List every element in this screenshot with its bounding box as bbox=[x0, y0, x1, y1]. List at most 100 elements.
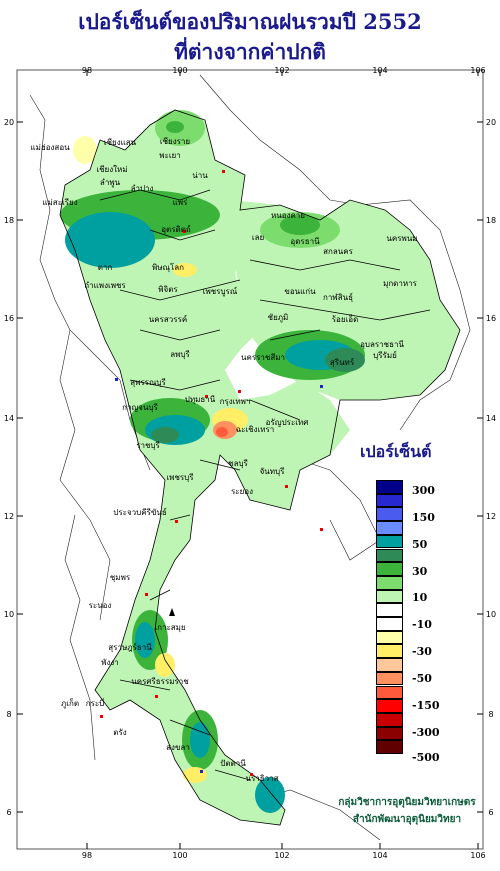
legend-swatch bbox=[376, 630, 403, 645]
thailand-boundaries bbox=[59, 109, 461, 826]
x-tick-label-top: 98 bbox=[82, 66, 92, 75]
y-tick-label-right: 18 bbox=[486, 216, 496, 225]
place-label: น่าน bbox=[192, 171, 208, 180]
x-tick-label-bottom: 104 bbox=[372, 851, 387, 860]
place-label: แพร่ bbox=[173, 198, 188, 207]
legend-swatch bbox=[376, 726, 403, 741]
place-label: ราชบุรี bbox=[136, 441, 160, 450]
place-label: เชียงแสน bbox=[104, 138, 137, 147]
place-label: นราธิวาส bbox=[245, 774, 278, 783]
rainfall-anomaly-areas bbox=[60, 110, 460, 825]
credit-line-2: สำนักพัฒนาอุตุนิยมวิทยา bbox=[352, 814, 462, 825]
y-tick-label-left: 6 bbox=[6, 808, 11, 817]
legend-swatch bbox=[376, 699, 403, 713]
place-label: หนองคาย bbox=[271, 211, 305, 220]
legend-label: -150 bbox=[412, 699, 440, 712]
place-label: ชุมพร bbox=[110, 573, 131, 582]
legend-swatch bbox=[376, 493, 403, 508]
legend-swatch bbox=[376, 562, 403, 576]
x-tick-label-top: 100 bbox=[172, 66, 187, 75]
map-title: เปอร์เซ็นต์ของปริมาณฝนรวมปี 2552 bbox=[78, 9, 422, 34]
place-label: เพชรบุรี bbox=[166, 473, 194, 482]
legend-label: 50 bbox=[412, 538, 428, 551]
place-label: ระนอง bbox=[89, 601, 112, 610]
place-label: ลำพูน bbox=[100, 178, 121, 188]
place-label: ระยอง bbox=[231, 487, 253, 496]
legend-swatch bbox=[376, 740, 403, 754]
place-label: ภูเก็ต bbox=[61, 698, 79, 709]
place-label: ชลบุรี bbox=[228, 459, 248, 468]
place-label: สงขลา bbox=[166, 743, 190, 752]
y-tick-label-left: 8 bbox=[6, 710, 11, 719]
y-tick-label-left: 16 bbox=[4, 314, 14, 323]
legend-swatch bbox=[376, 480, 403, 494]
x-tick-label-top: 104 bbox=[372, 66, 387, 75]
place-label: กำแพงเพชร bbox=[84, 281, 126, 290]
y-tick-label-left: 18 bbox=[4, 216, 14, 225]
map-subtitle: ที่ต่างจากค่าปกติ bbox=[174, 39, 326, 64]
legend-title: เปอร์เซ็นต์ bbox=[360, 442, 432, 461]
place-label: เลย bbox=[252, 233, 264, 242]
place-label: ขอนแก่น bbox=[284, 287, 316, 296]
country-outlines bbox=[29, 74, 471, 841]
place-label: พิจิตร bbox=[158, 285, 178, 294]
legend-label: -500 bbox=[412, 751, 440, 764]
y-tick-label-left: 14 bbox=[4, 414, 14, 423]
place-label: อุดรธานี bbox=[290, 237, 320, 246]
place-label: บุรีรัมย์ bbox=[373, 350, 397, 360]
place-label: ร้อยเอ็ด bbox=[332, 314, 359, 324]
legend-swatch bbox=[376, 589, 403, 604]
place-label: ปัตตานี bbox=[220, 759, 246, 768]
y-tick-label-right: 6 bbox=[488, 808, 493, 817]
place-label: สุพรรณบุรี bbox=[130, 378, 166, 387]
legend-swatch bbox=[376, 685, 403, 700]
place-label: อุตรดิตถ์ bbox=[161, 224, 191, 234]
place-label: กระบี่ bbox=[86, 697, 105, 708]
y-tick-label-right: 8 bbox=[488, 710, 493, 719]
place-label: สุรินทร์ bbox=[330, 357, 355, 367]
place-label: ลำปาง bbox=[131, 184, 154, 193]
x-tick-label-bottom: 102 bbox=[274, 851, 289, 860]
place-label: ลพบุรี bbox=[170, 350, 190, 359]
legend-swatch bbox=[376, 548, 403, 563]
y-tick-label-right: 10 bbox=[486, 610, 496, 619]
y-tick-label-left: 12 bbox=[4, 512, 14, 521]
x-tick-label-bottom: 106 bbox=[470, 851, 485, 860]
legend-swatch bbox=[376, 521, 403, 535]
place-label: เชียงใหม่ bbox=[96, 165, 127, 174]
place-label: มุกดาหาร bbox=[383, 279, 418, 288]
legend-label: 30 bbox=[412, 565, 428, 578]
place-label: ปทุมธานี bbox=[185, 395, 216, 404]
x-tick-label-top: 106 bbox=[470, 66, 485, 75]
place-label: นครศรีธรรมราช bbox=[131, 677, 189, 686]
legend-label: 10 bbox=[412, 591, 428, 604]
legend-swatch bbox=[376, 575, 403, 590]
legend-swatch bbox=[376, 671, 403, 686]
legend-swatch bbox=[376, 712, 403, 727]
credit-line-1: กลุ่มวิชาการอุตุนิยมวิทยาเกษตร bbox=[338, 797, 476, 808]
y-tick-label-left: 20 bbox=[4, 118, 14, 127]
place-label: อุบลราชธานี bbox=[360, 340, 404, 349]
x-tick-label-top: 102 bbox=[274, 66, 289, 75]
legend-label: 300 bbox=[412, 484, 435, 497]
place-label: กรุงเทพฯ bbox=[220, 397, 251, 406]
north-arrow-icon bbox=[169, 608, 175, 616]
place-label: พังงา bbox=[101, 658, 119, 667]
place-label: กาญจนบุรี bbox=[122, 403, 158, 412]
place-label: นครราชสีมา bbox=[241, 353, 285, 362]
place-label: พิษณุโลก bbox=[152, 262, 184, 272]
tick-marks bbox=[17, 70, 483, 849]
place-label: ตาก bbox=[98, 263, 113, 272]
place-label: ชัยภูมิ bbox=[268, 313, 289, 323]
legend-swatch bbox=[376, 617, 403, 631]
legend-label: -50 bbox=[412, 672, 432, 685]
legend-swatch bbox=[376, 658, 403, 672]
place-labels: เชียงราย เชียงแสนแม่ฮ่องสอนเชียงใหม่ลำพูน… bbox=[30, 137, 417, 783]
place-label: เพชรบูรณ์ bbox=[203, 286, 238, 297]
place-label: ฉะเชิงเทรา bbox=[236, 425, 275, 434]
legend-swatch bbox=[376, 507, 403, 522]
legend-label: 150 bbox=[412, 511, 435, 524]
place-label: จันทบุรี bbox=[260, 467, 286, 476]
place-label: นครสวรรค์ bbox=[149, 314, 187, 324]
